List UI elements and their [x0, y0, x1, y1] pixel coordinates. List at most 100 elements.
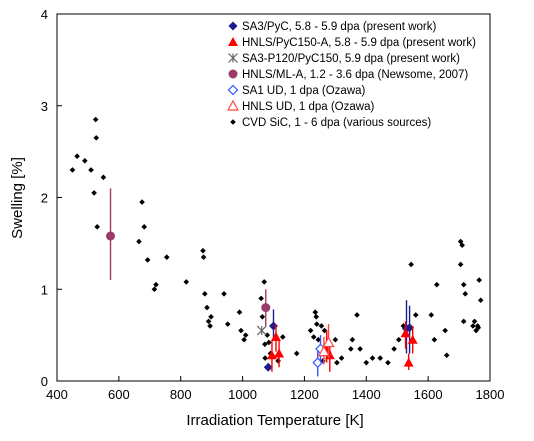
- data-point: [293, 350, 300, 357]
- y-tick-label: 3: [41, 99, 48, 114]
- x-tick-label: 1800: [476, 387, 505, 402]
- data-point: [258, 295, 264, 302]
- data-point: [139, 199, 145, 205]
- data-point: [391, 346, 397, 352]
- data-point: [348, 346, 354, 352]
- data-point: [324, 350, 335, 360]
- data-point: [476, 277, 482, 283]
- data-point: [207, 323, 213, 329]
- data-point: [412, 312, 419, 318]
- data-point: [475, 324, 482, 331]
- x-axis-title: Irradiation Temperature [K]: [186, 412, 363, 429]
- data-point: [93, 135, 100, 141]
- data-point: [317, 345, 330, 357]
- axes: 400 600 800 1000 1200 1400 1600 1800 0 1 2 3 4: [41, 7, 505, 402]
- data-point: [312, 309, 319, 315]
- legend-label: CVD SiC, 1 - 6 dpa (various sources): [242, 117, 431, 129]
- x-tick-label: 1600: [414, 387, 443, 402]
- data-point: [69, 167, 76, 173]
- data-point: [407, 334, 418, 344]
- legend-marker: [226, 99, 240, 111]
- data-point: [141, 224, 148, 230]
- data-point: [94, 224, 101, 230]
- data-point: [275, 358, 281, 364]
- data-point: [307, 327, 314, 334]
- data-point: [434, 281, 440, 288]
- y-tick-label: 0: [41, 374, 48, 389]
- data-point: [318, 323, 325, 329]
- legend-marker: [227, 84, 239, 96]
- x-tick-label: 800: [170, 387, 192, 402]
- data-point: [357, 346, 363, 352]
- data-point: [238, 327, 244, 334]
- data-point: [473, 327, 479, 334]
- data-point: [200, 247, 206, 254]
- legend-marker: [228, 53, 238, 63]
- data-point: [471, 318, 478, 325]
- data-point: [363, 359, 370, 366]
- data-point: [314, 321, 320, 327]
- data-point: [385, 359, 391, 366]
- data-point: [163, 254, 170, 260]
- legend-item: CVD SiC, 1 - 6 dpa (various sources): [230, 117, 431, 129]
- data-point: [442, 327, 448, 334]
- data-point: [369, 355, 376, 361]
- legend-label: HNLS/ML-A, 1.2 - 3.6 dpa (Newsome, 2007): [242, 69, 468, 81]
- y-tick-label: 2: [41, 191, 48, 206]
- legend-marker: [228, 37, 238, 46]
- y-tick-label: 4: [41, 7, 48, 22]
- legend: SA3/PyC, 5.8 - 5.9 dpa (present work) HNL…: [226, 21, 476, 129]
- data-point: [460, 318, 467, 325]
- data-point: [236, 309, 243, 315]
- data-point: [395, 336, 402, 343]
- data-point: [202, 291, 208, 297]
- data-point: [310, 334, 317, 340]
- y-tick-label: 1: [41, 282, 48, 297]
- data-point: [92, 116, 99, 123]
- data-point: [315, 336, 322, 343]
- data-point: [408, 261, 414, 268]
- data-point: [88, 167, 94, 173]
- data-point: [338, 355, 345, 361]
- legend-item: SA1 UD, 1 dpa (Ozawa): [227, 84, 366, 97]
- data-point: [153, 281, 159, 288]
- legend-item: HNLS/PyC150-A, 5.8 - 5.9 dpa (present wo…: [228, 37, 476, 49]
- series-6: [69, 116, 484, 366]
- data-point: [321, 327, 328, 334]
- data-point: [261, 279, 268, 285]
- data-point: [354, 312, 360, 318]
- data-point: [470, 323, 476, 329]
- data-point: [221, 291, 227, 297]
- data-point: [263, 362, 273, 372]
- data-point: [477, 297, 484, 304]
- legend-marker: [230, 119, 236, 125]
- data-point: [224, 321, 231, 327]
- legend-label: SA3/PyC, 5.8 - 5.9 dpa (present work): [242, 21, 436, 33]
- series-3: [106, 188, 271, 326]
- data-point: [183, 279, 190, 285]
- data-series: [69, 116, 484, 377]
- legend-label: HNLS/PyC150-A, 5.8 - 5.9 dpa (present wo…: [242, 37, 476, 49]
- data-point: [259, 313, 266, 320]
- data-point: [431, 336, 438, 343]
- data-point: [256, 325, 267, 336]
- series-2: [256, 325, 267, 336]
- data-point: [74, 153, 80, 160]
- legend-item: SA3-P120/PyC150, 5.9 dpa (present work): [228, 53, 460, 65]
- data-point: [313, 313, 319, 320]
- data-point: [400, 328, 411, 338]
- data-point: [332, 336, 339, 343]
- data-point: [403, 357, 414, 367]
- data-point: [405, 323, 415, 333]
- data-point: [322, 336, 335, 348]
- data-point: [462, 291, 469, 297]
- data-point: [428, 312, 435, 318]
- legend-item: SA3/PyC, 5.8 - 5.9 dpa (present work): [228, 21, 436, 33]
- x-tick-label: 400: [46, 387, 68, 402]
- legend-label: HNLS UD, 1 dpa (Ozawa): [242, 101, 374, 113]
- y-axis-title: Swelling [%]: [9, 157, 26, 239]
- data-point: [443, 352, 450, 359]
- data-point: [349, 336, 356, 343]
